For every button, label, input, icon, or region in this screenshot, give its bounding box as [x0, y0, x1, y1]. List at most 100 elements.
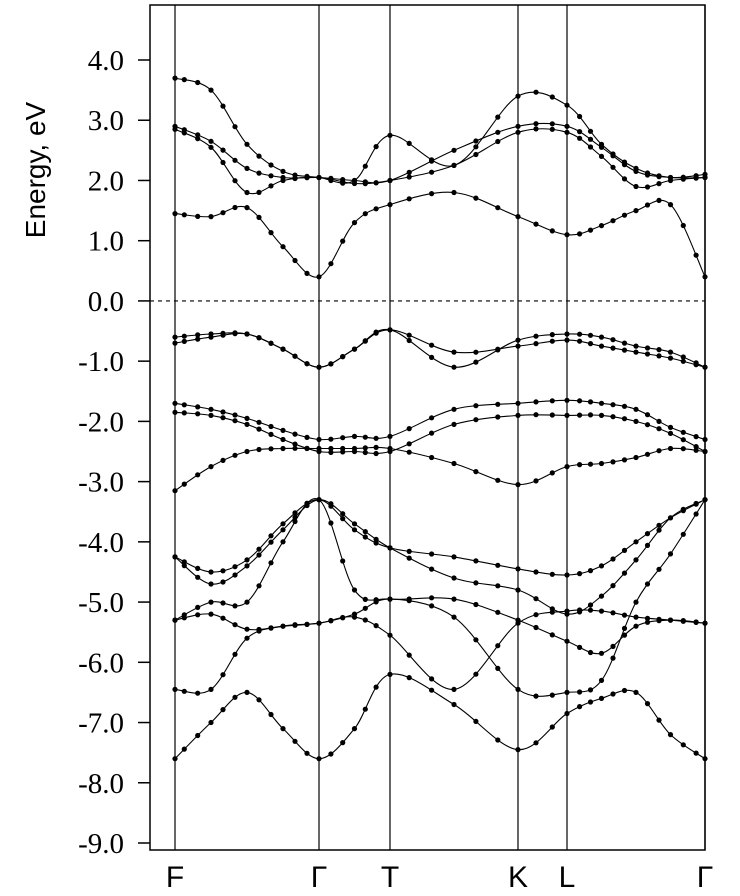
- band-point: [533, 399, 539, 405]
- band-point: [680, 618, 686, 624]
- band-line: [174, 411, 706, 455]
- band-point: [495, 562, 501, 568]
- band-point: [644, 202, 651, 208]
- band-point: [220, 159, 226, 166]
- band-point: [495, 609, 501, 615]
- band-point: [533, 341, 539, 347]
- band-point: [232, 418, 238, 424]
- band-line: [174, 499, 706, 697]
- band-point: [633, 183, 639, 190]
- band-point: [406, 449, 412, 455]
- band-line: [174, 77, 706, 184]
- band-point: [244, 563, 250, 569]
- band-point: [280, 244, 286, 250]
- band-point: [533, 612, 539, 618]
- band-point: [667, 202, 674, 208]
- band-line: [174, 499, 706, 576]
- band-point: [549, 606, 555, 612]
- band-point: [667, 515, 674, 521]
- band-point: [351, 177, 358, 184]
- band-point: [208, 719, 214, 726]
- band-point: [280, 726, 286, 732]
- band-point: [451, 614, 457, 620]
- band-point: [693, 360, 699, 366]
- band-point: [644, 531, 651, 537]
- band-point: [621, 159, 628, 165]
- band-point: [181, 127, 187, 133]
- band-point: [515, 412, 521, 418]
- band-point: [451, 686, 457, 693]
- band-point: [351, 220, 358, 226]
- band-point: [351, 521, 358, 527]
- y-tick-label: -9.0: [78, 828, 124, 860]
- band-point: [304, 621, 310, 628]
- band-point: [667, 424, 674, 430]
- band-point: [181, 410, 187, 416]
- band-point: [495, 414, 501, 420]
- band-point: [644, 542, 651, 549]
- band-point: [451, 596, 457, 602]
- band-point: [256, 552, 262, 558]
- band-point: [362, 596, 368, 603]
- band-point: [667, 617, 674, 623]
- band-point: [181, 481, 187, 487]
- band-point: [406, 548, 412, 555]
- band-point: [598, 563, 605, 569]
- band-point: [702, 364, 708, 370]
- band-point: [451, 406, 457, 412]
- band-point: [610, 655, 616, 661]
- band-point: [232, 603, 238, 609]
- band-point: [351, 527, 358, 533]
- band-point: [644, 412, 651, 418]
- band-point: [172, 400, 178, 406]
- band-point: [362, 434, 368, 440]
- band-point: [610, 556, 616, 562]
- band-point: [587, 607, 594, 613]
- band-point: [181, 402, 187, 408]
- band-point: [268, 162, 274, 168]
- band-point: [549, 121, 555, 127]
- band-point: [621, 625, 628, 632]
- band-point: [680, 531, 686, 537]
- band-point: [387, 327, 393, 333]
- band-point: [373, 536, 379, 543]
- band-point: [564, 611, 570, 617]
- band-point: [473, 151, 479, 158]
- band-point: [429, 566, 435, 572]
- band-point: [451, 460, 457, 467]
- band-line: [174, 128, 706, 195]
- band-point: [406, 441, 412, 447]
- band-point: [328, 503, 334, 509]
- kpoint-lines: [174, 5, 706, 850]
- band-point: [292, 353, 298, 359]
- band-point: [621, 403, 628, 409]
- band-point: [680, 354, 686, 360]
- band-point: [621, 340, 628, 346]
- band-point: [533, 221, 539, 227]
- band-point: [451, 147, 457, 153]
- band-point: [195, 332, 201, 338]
- band-point: [495, 138, 501, 145]
- band-point: [633, 599, 639, 605]
- band-point: [656, 353, 662, 359]
- band-point: [633, 539, 639, 545]
- band-point: [577, 571, 583, 577]
- band-point: [577, 412, 583, 418]
- band-point: [667, 355, 674, 361]
- band-point: [515, 129, 521, 135]
- band-point: [232, 452, 238, 458]
- band-point: [533, 693, 539, 699]
- band-point: [292, 257, 298, 264]
- band-point: [429, 430, 435, 436]
- band-point: [328, 436, 334, 442]
- band-point: [598, 695, 605, 702]
- band-point: [362, 534, 368, 540]
- band-point: [633, 614, 639, 620]
- band-point: [373, 206, 379, 212]
- band-point: [577, 609, 583, 615]
- band-point: [533, 121, 539, 127]
- band-point: [473, 349, 479, 355]
- y-tick-label: -1.0: [78, 346, 124, 378]
- band-point: [429, 551, 435, 557]
- band-point: [373, 684, 379, 690]
